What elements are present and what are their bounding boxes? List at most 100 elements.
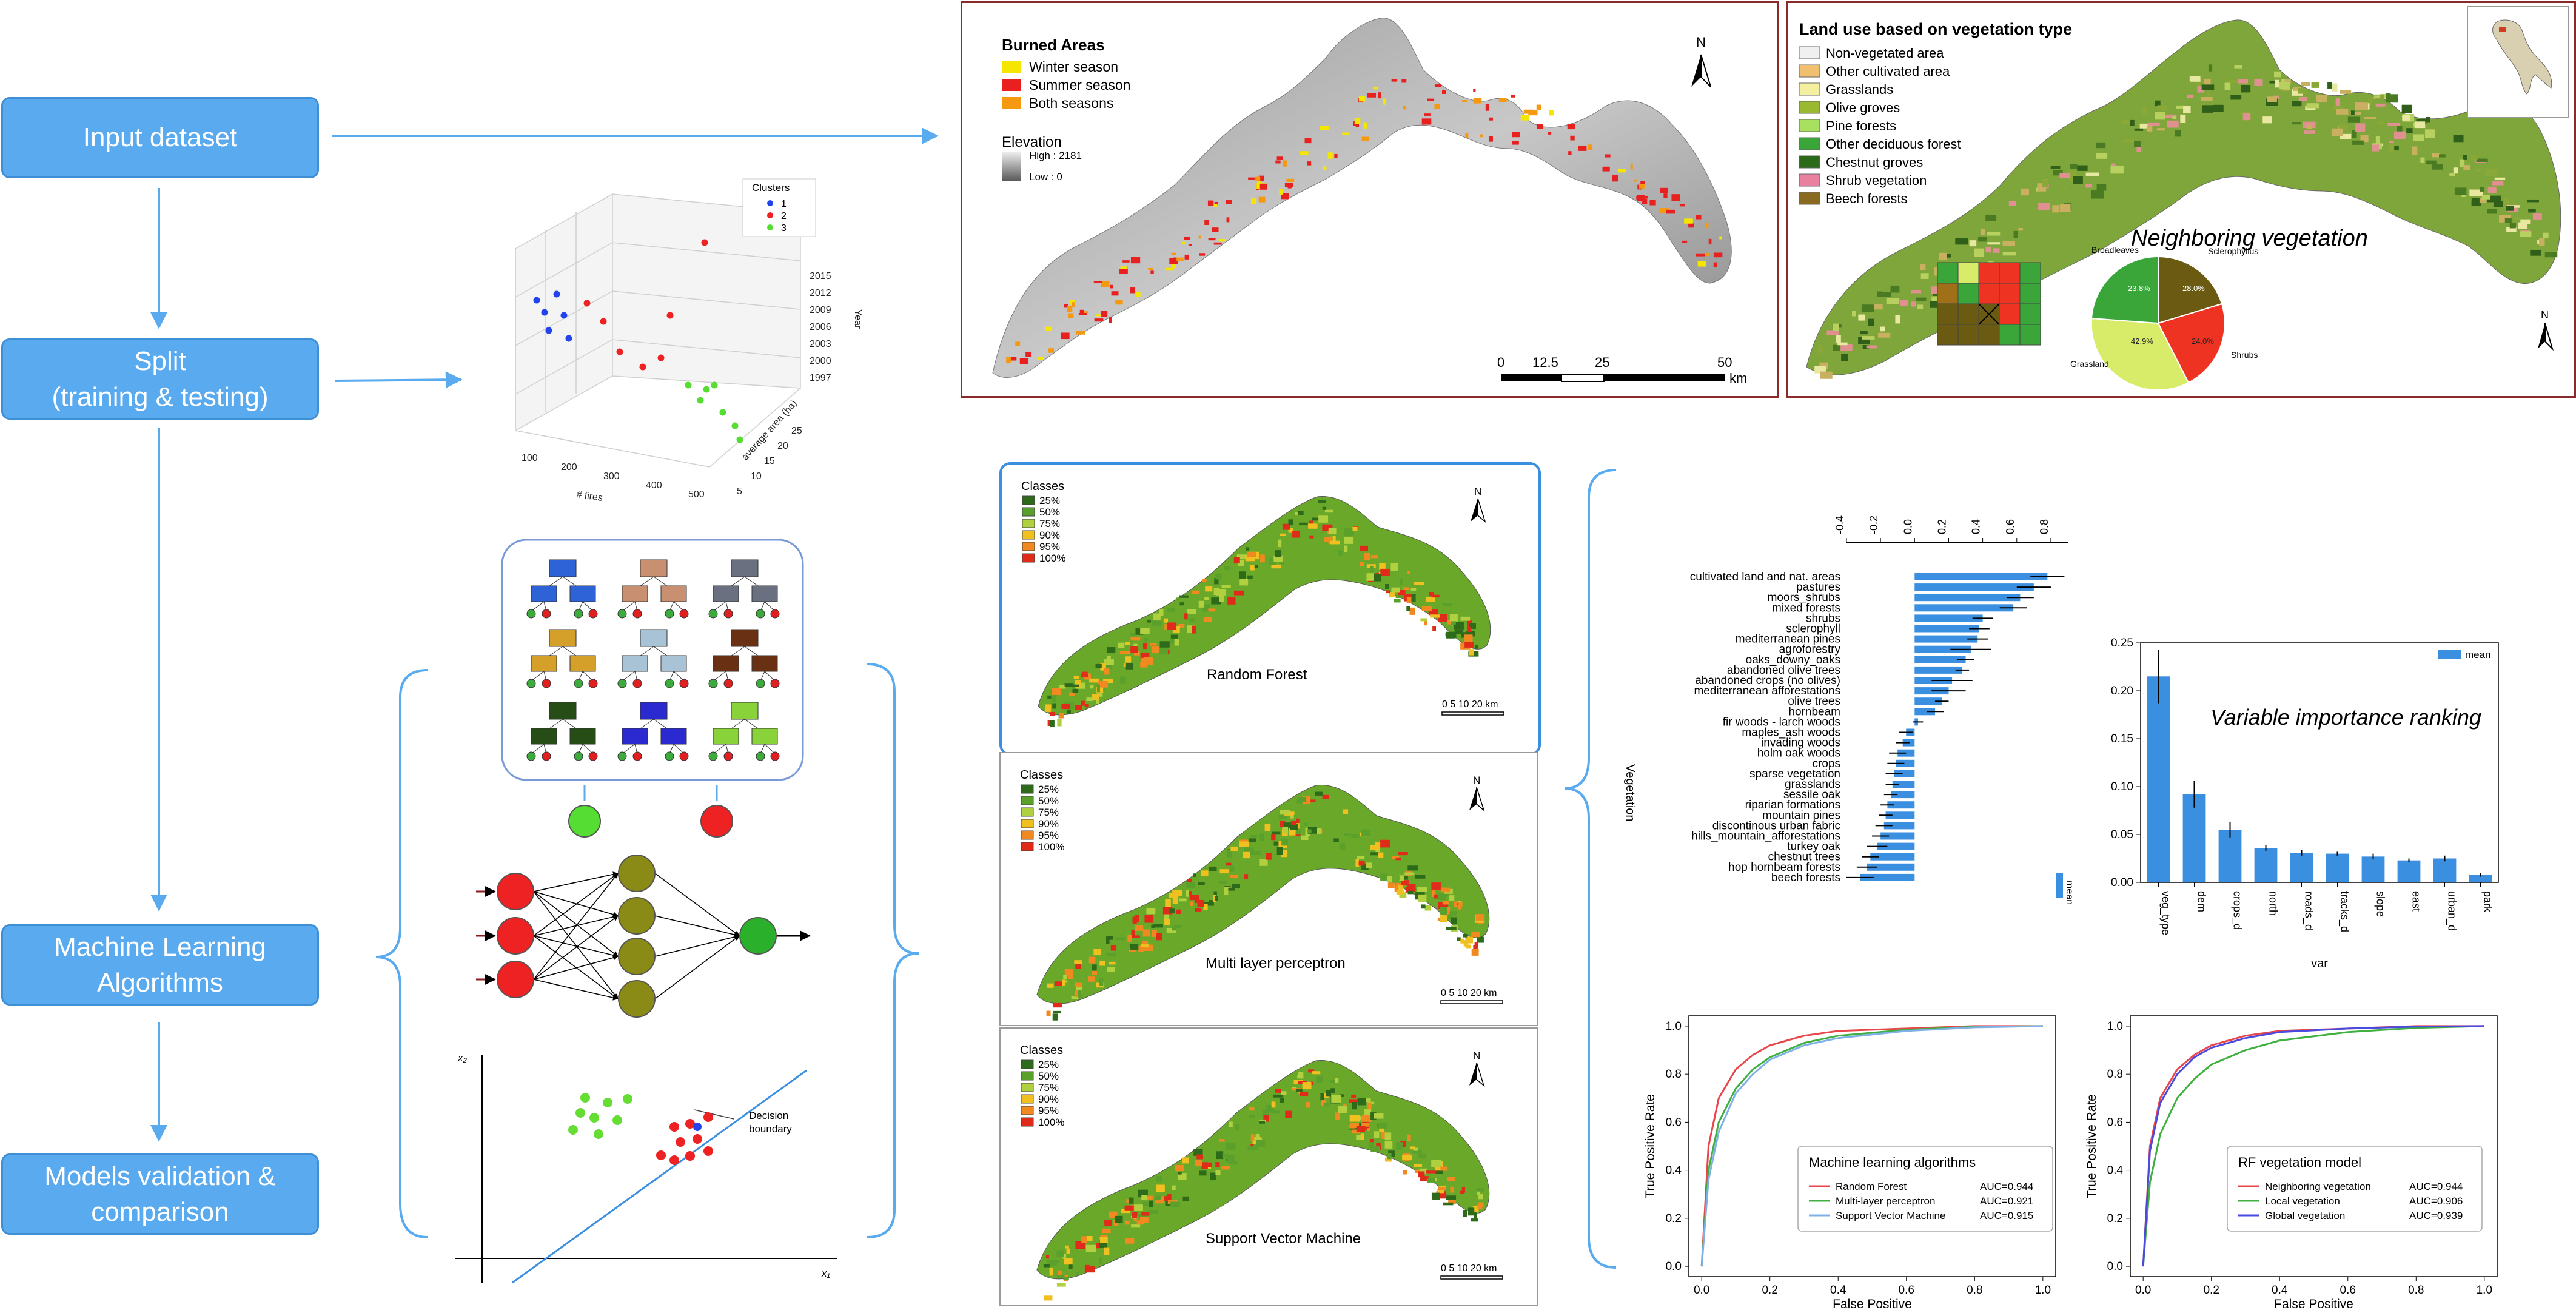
susceptibility-cell [1192,625,1196,634]
landuse-spot [1987,242,2001,245]
susceptibility-cell [1307,827,1317,834]
susceptibility-cell [1366,573,1374,581]
landuse-spot [2292,122,2302,125]
roc-y-tick: 0.6 [2107,1116,2123,1129]
landuse-spot [2281,79,2291,85]
susceptibility-cell [1271,564,1282,569]
landuse-spot [2213,104,2224,112]
susceptibility-cell [1380,568,1390,576]
hidden-neuron [618,980,656,1018]
susceptibility-cell [1226,862,1232,866]
susceptibility-cell [1343,809,1349,814]
italy-inset [2467,6,2569,118]
susceptibility-cell [1244,847,1254,855]
susceptibility-cell [1370,1146,1380,1152]
landuse-spot [2453,135,2464,143]
susceptibility-cell [1130,646,1138,653]
susceptibility-cell [1099,1257,1103,1265]
susceptibility-cell [1214,578,1219,585]
burned-spot [1307,161,1312,166]
susceptibility-cell [1132,935,1140,938]
landuse-spot [2201,96,2213,101]
roc-legend-label: Random Forest [1836,1181,1907,1192]
landuse-spot [1866,345,1877,349]
hbar-bar [1877,842,1915,850]
susceptibility-cell [1285,1110,1292,1118]
susceptibility-cell [1297,510,1304,515]
burned-spot [1682,240,1688,243]
roc-x-tick: 0.4 [1830,1284,1846,1297]
class-label: 100% [1038,1117,1064,1128]
susceptibility-cell [1066,710,1071,714]
burned-spot [1549,110,1554,116]
susceptibility-cell [1204,901,1214,906]
hidden-neuron [618,855,656,892]
susceptibility-cell [1198,600,1204,608]
landuse-spot [2281,79,2285,82]
susceptibility-cell [1151,620,1162,627]
landuse-spot [2520,219,2531,224]
susceptibility-cell [1403,587,1410,591]
susceptibility-cell [1065,1245,1069,1249]
susceptibility-cell [1072,688,1079,693]
susceptibility-cell [1322,794,1329,799]
burned-spot [1061,332,1070,340]
susceptibility-cell [1312,517,1319,521]
burned-spot [1204,220,1209,225]
susceptibility-cell [1250,1134,1255,1141]
susceptibility-cell [1375,850,1380,853]
hbar-category-label: holm oak woods [1757,747,1840,760]
susceptibility-cell [1276,847,1283,855]
burned-spot [1275,160,1281,164]
hbar-category-label: mediterranean afforestations [1694,685,1840,697]
susceptibility-cell [1210,1172,1216,1181]
susceptibility-cell [1049,1268,1053,1276]
susceptibility-cell [1409,1146,1415,1150]
susceptibility-cell [1169,1201,1180,1208]
susceptibility-cell [1271,834,1276,841]
hbar-bar [1870,853,1915,861]
burned-spot [1075,331,1085,335]
landuse-spot [2096,153,2108,159]
hbar-legend-swatch [2056,873,2063,898]
vbar-xlabel: var [2311,957,2328,970]
susceptibility-cell [1215,573,1222,580]
hbar-bar [1883,822,1915,830]
susceptibility-cell [1046,1010,1051,1016]
landuse-spot [2487,198,2494,203]
scatter-point [616,348,623,355]
landuse-spot [2426,160,2437,165]
scatter-point [639,363,646,371]
burned-spot [1679,204,1685,207]
burned-spot [1199,253,1206,256]
hbar-legend-label: mean [2064,881,2075,905]
z-tick-4: 2003 [810,339,831,349]
burned-spot [1006,357,1011,363]
susceptibility-cell [1131,1224,1141,1228]
svm-test-point [693,1123,702,1131]
susceptibility-cell [1297,797,1307,802]
landuse-spot [2493,201,2503,207]
susceptibility-cell [1320,1092,1329,1098]
susceptibility-cell [1352,1127,1361,1134]
burned-spot [1258,196,1266,203]
susceptibility-cell [1084,1266,1095,1273]
susceptibility-cell [1446,1195,1457,1200]
susceptibility-cell [1189,895,1199,901]
burned-spot [1198,235,1201,239]
susceptibility-cell [1193,873,1196,877]
landuse-spot [2293,87,2301,91]
landuse-spot [2306,103,2319,109]
susceptibility-cell [1451,621,1456,625]
landuse-spot [2073,176,2083,184]
susceptibility-cell [1149,1209,1158,1214]
susceptibility-cell [1232,884,1241,888]
susceptibility-cell [1098,680,1108,688]
susceptibility-cell [1339,843,1346,850]
susceptibility-cell [1421,904,1426,909]
validation-label-2: comparison [91,1197,229,1227]
y-tick-4: 25 [791,426,802,436]
y-axis-label: average area (ha) [740,398,799,463]
landuse-spot [2298,97,2308,102]
hbar-ylabel: Vegetation [1623,764,1637,822]
